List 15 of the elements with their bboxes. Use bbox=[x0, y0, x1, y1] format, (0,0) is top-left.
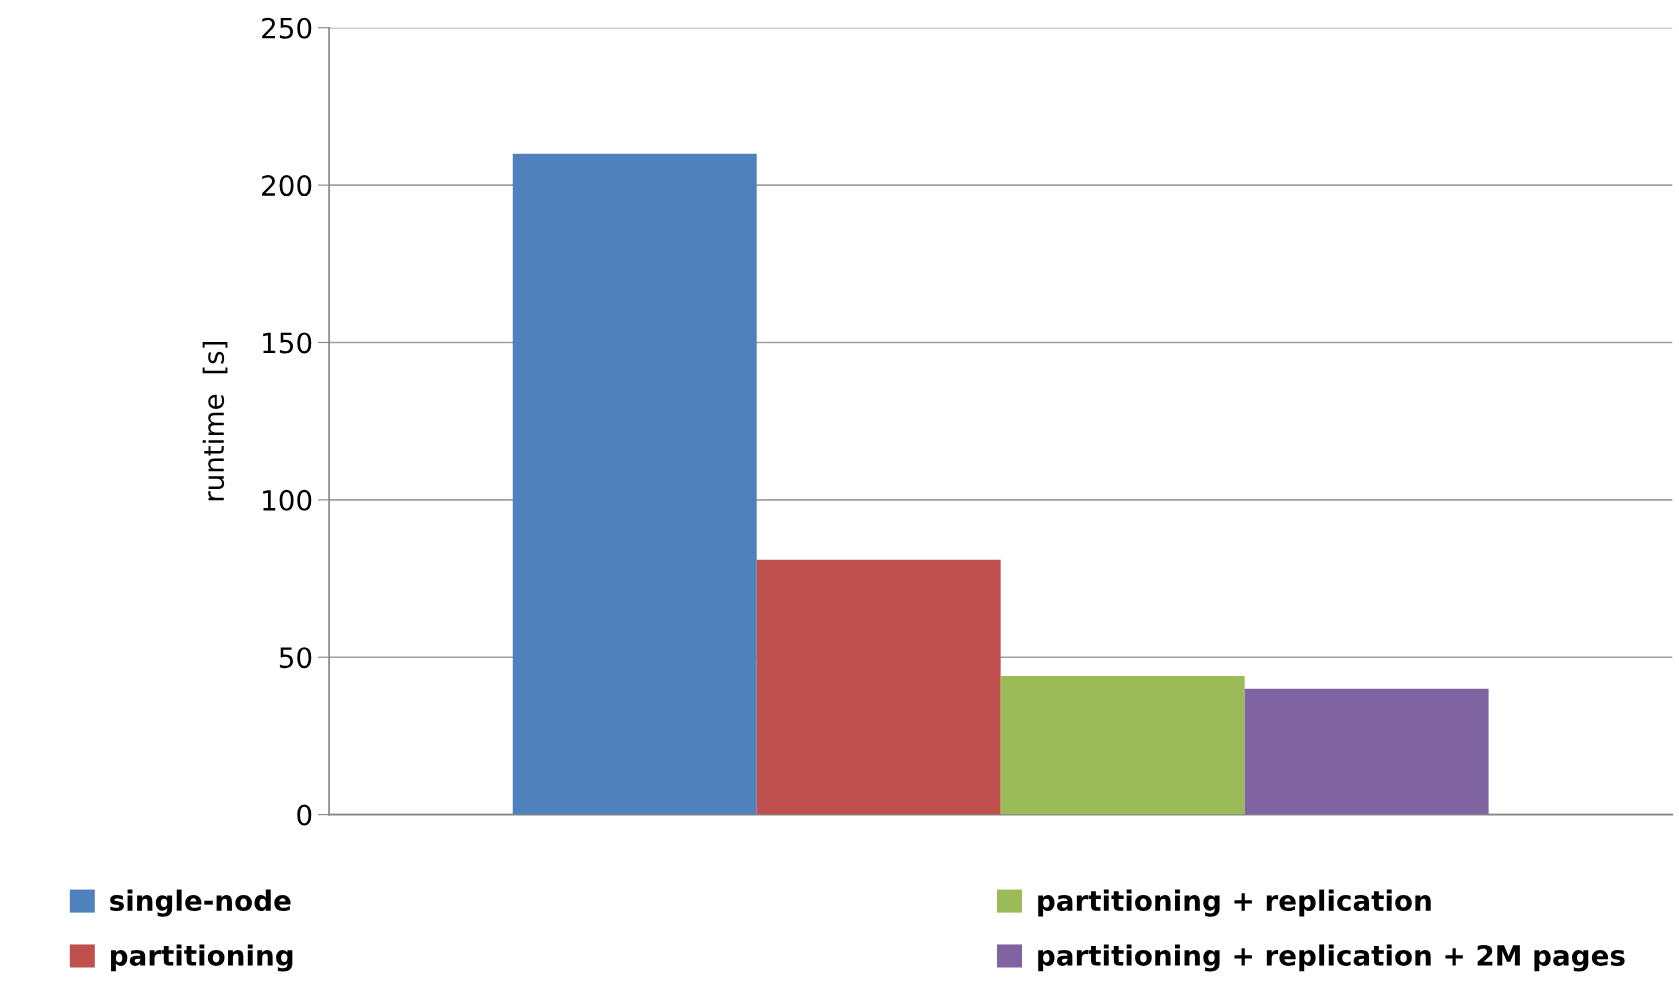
y-tick-label: 200 bbox=[262, 175, 312, 197]
legend-label: partitioning bbox=[111, 944, 293, 972]
bar bbox=[1244, 688, 1489, 815]
bar bbox=[756, 559, 1001, 815]
y-tick-label: 150 bbox=[263, 332, 312, 354]
legend-label: partitioning + replication bbox=[1038, 889, 1431, 917]
legend-label: single-node bbox=[110, 889, 291, 917]
y-tick-label: 100 bbox=[263, 489, 312, 511]
y-axis-title: runtime [s] bbox=[202, 341, 228, 501]
bar bbox=[512, 153, 757, 815]
y-tick-label: 250 bbox=[262, 17, 312, 39]
y-tick-label: 50 bbox=[279, 647, 312, 669]
bar bbox=[1000, 676, 1245, 815]
y-tick-label: 0 bbox=[297, 804, 312, 826]
legend-label: partitioning + replication + 2M pages bbox=[1038, 944, 1625, 972]
